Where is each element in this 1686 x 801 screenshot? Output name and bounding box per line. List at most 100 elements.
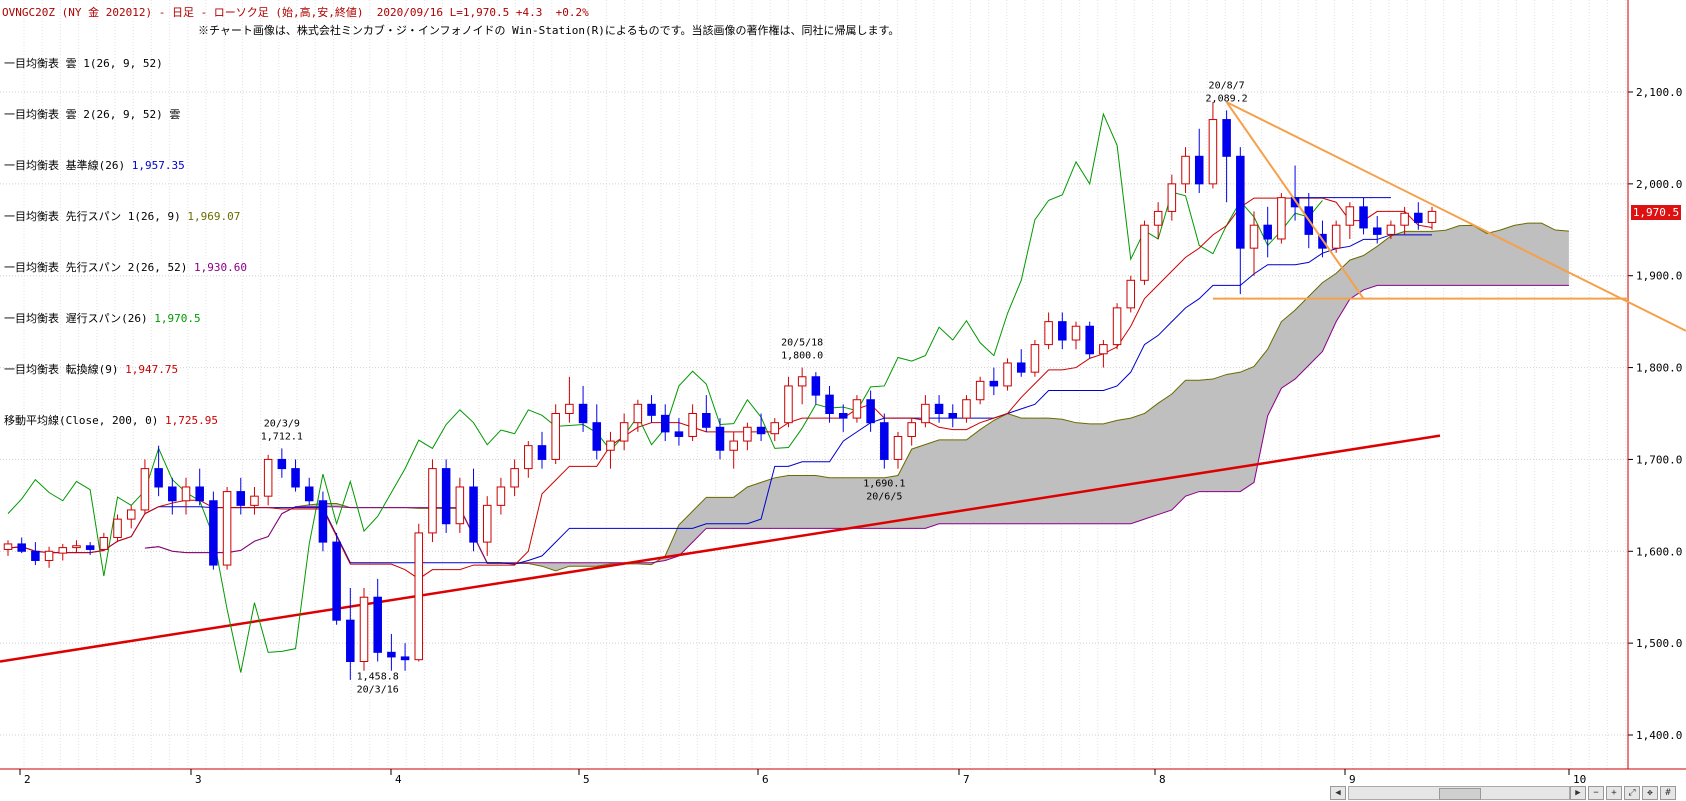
legend-row[interactable]: 一目均衡表 先行スパン 2(26, 52) 1,930.60 [4, 259, 247, 276]
legend-row[interactable]: 一目均衡表 雲 1(26, 9, 52) [4, 55, 247, 72]
price-change: +4.3 [515, 6, 543, 19]
legend-row[interactable]: 一目均衡表 遅行スパン(26) 1,970.5 [4, 310, 247, 327]
candle-body [1112, 307, 1122, 346]
candle-body [1181, 155, 1190, 185]
zoom-out-icon[interactable]: − [1588, 786, 1604, 800]
candle-body [934, 403, 944, 415]
x-tick-label: 4 [395, 773, 402, 786]
candle-body [17, 543, 26, 552]
x-tick-label: 2 [24, 773, 31, 786]
candle-body [989, 380, 999, 387]
candle-body [838, 413, 848, 419]
candle-body [1003, 362, 1012, 387]
annotation-label: 2,089.2 [1206, 93, 1248, 104]
candle-body [702, 413, 711, 428]
candle-body [31, 550, 40, 561]
fit-icon[interactable]: ⤢ [1624, 786, 1640, 800]
legend-row[interactable]: 一目均衡表 雲 2(26, 9, 52) 雲 [4, 106, 247, 123]
legend-row[interactable]: 移動平均線(Close, 200, 0) 1,725.95 [4, 412, 247, 429]
candle-body [962, 399, 971, 419]
legend-value: 1,970.5 [154, 312, 201, 325]
zoom-in-icon[interactable]: + [1606, 786, 1622, 800]
candle-body [455, 486, 465, 525]
legend-label: 一目均衡表 雲 1(26, 9, 52) [4, 57, 163, 70]
ma200-line [0, 434, 1441, 663]
candle-body [1386, 224, 1396, 235]
candle-body [1208, 119, 1218, 185]
candle-body [647, 403, 656, 416]
candle-body [85, 545, 95, 550]
candle-body [195, 486, 204, 502]
legend-row[interactable]: 一目均衡表 転換線(9) 1,947.75 [4, 361, 247, 378]
copyright-note: ※チャート画像は、株式会社ミンカブ・ジ・インフォノイドの Win-Station… [198, 24, 900, 37]
candle-body [1331, 224, 1341, 249]
candle-body [469, 486, 478, 543]
legend-value: 1,957.35 [131, 159, 185, 172]
candle-body [236, 491, 246, 506]
chart-date: 2020/09/16 [376, 6, 444, 19]
chart-title: OVNGC20Z (NY 金 202012) - 日足 - ローソク足 (始,高… [2, 6, 364, 19]
candle-body [168, 486, 177, 502]
legend-label: 一目均衡表 遅行スパン(26) [4, 312, 148, 325]
candle-body [1414, 212, 1423, 223]
annotation-label: 20/5/18 [781, 338, 823, 349]
x-tick-label: 5 [583, 773, 590, 786]
candle-body [1140, 224, 1149, 281]
candle-body [1400, 212, 1409, 226]
candle-body [1249, 224, 1259, 249]
candle-body [126, 509, 136, 520]
candle-body [428, 468, 437, 534]
candle-body [565, 403, 574, 415]
x-tick-label: 3 [195, 773, 202, 786]
candle-body [1099, 344, 1108, 355]
candle-body [770, 422, 780, 435]
candle-body [263, 458, 273, 497]
candle-body [414, 532, 424, 661]
candle-body [660, 414, 670, 433]
candle-body [154, 468, 163, 488]
candle-body [1153, 210, 1163, 226]
candle-body [373, 596, 382, 653]
candle-body [1359, 206, 1368, 229]
expand-icon[interactable]: ✥ [1642, 786, 1658, 800]
candle-body [1277, 197, 1286, 240]
legend-value: 1,930.60 [194, 261, 248, 274]
x-tick-label: 10 [1573, 773, 1586, 786]
legend-row[interactable]: 一目均衡表 先行スパン 1(26, 9) 1,969.07 [4, 208, 247, 225]
candle-body [496, 486, 506, 506]
candle-body [1016, 362, 1026, 373]
candle-body [674, 431, 684, 437]
candle-body [524, 445, 533, 470]
candle-body [72, 545, 81, 549]
candle-body [1236, 155, 1245, 249]
legend-label: 一目均衡表 雲 2(26, 9, 52) [4, 108, 163, 121]
candle-body [729, 440, 738, 451]
legend-label: 一目均衡表 先行スパン 1(26, 9) [4, 210, 181, 223]
legend-label: 一目均衡表 転換線(9) [4, 363, 119, 376]
candle-body [113, 518, 122, 539]
candle-body [852, 399, 862, 419]
candle-body [797, 376, 807, 387]
candle-body [756, 426, 766, 435]
annotation-label: 1,800.0 [781, 351, 823, 362]
legend-value: 1,947.75 [125, 363, 179, 376]
legend-row[interactable]: 一目均衡表 基準線(26) 1,957.35 [4, 157, 247, 174]
scroll-thumb[interactable] [1439, 788, 1481, 800]
legend-label: 移動平均線(Close, 200, 0) [4, 414, 159, 427]
horizontal-scrollbar[interactable] [1348, 786, 1570, 800]
scroll-right-button[interactable]: ▶ [1570, 786, 1586, 800]
trend-line [1226, 101, 1686, 332]
annotation-label: 1,458.8 [357, 672, 399, 683]
candle-body [551, 413, 560, 460]
annotation-label: 20/3/16 [357, 685, 399, 696]
y-tick-label: 1,900.0 [1636, 270, 1682, 283]
grid-icon[interactable]: # [1660, 786, 1676, 800]
candle-body [1263, 224, 1272, 240]
x-tick-label: 6 [762, 773, 769, 786]
candle-body [921, 403, 930, 424]
candle-body [811, 376, 821, 396]
candle-body [975, 380, 985, 401]
scroll-left-button[interactable]: ◀ [1330, 786, 1346, 800]
candle-body [1058, 321, 1067, 341]
